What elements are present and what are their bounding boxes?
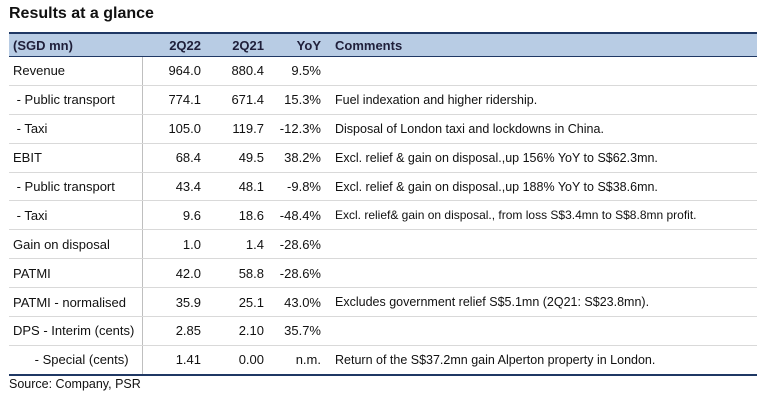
table-row: - Public transport 774.1 671.4 15.3% Fue…: [9, 85, 757, 115]
value-yoy: 9.5%: [268, 56, 325, 86]
row-label: DPS - Interim (cents): [9, 316, 143, 346]
value-2q22: 2.85: [142, 316, 205, 346]
value-yoy: -12.3%: [268, 114, 325, 144]
value-2q21: 48.1: [205, 172, 268, 202]
value-2q22: 1.0: [142, 229, 205, 260]
value-2q22: 9.6: [142, 200, 205, 231]
column-header-yoy: YoY: [268, 32, 325, 57]
comment: Excludes government relief S$5.1mn (2Q21…: [325, 287, 757, 318]
table-row: - Taxi 105.0 119.7 -12.3% Disposal of Lo…: [9, 114, 757, 144]
comment: Excl. relief & gain on disposal.,up 156%…: [325, 143, 757, 173]
table-title: Results at a glance: [9, 5, 154, 22]
table-row: - Special (cents) 1.41 0.00 n.m. Return …: [9, 345, 757, 376]
comment: Return of the S$37.2mn gain Alperton pro…: [325, 345, 757, 376]
comment: Disposal of London taxi and lockdowns in…: [325, 114, 757, 144]
value-2q21: 49.5: [205, 143, 268, 173]
table-row: PATMI 42.0 58.8 -28.6%: [9, 258, 757, 289]
value-2q22: 964.0: [142, 56, 205, 86]
value-2q22: 774.1: [142, 85, 205, 115]
value-yoy: 38.2%: [268, 143, 325, 173]
column-header-2q22: 2Q22: [142, 32, 205, 57]
row-label: EBIT: [9, 143, 143, 173]
row-label: PATMI - normalised: [9, 287, 143, 318]
value-2q22: 43.4: [142, 172, 205, 202]
column-header-comments: Comments: [325, 32, 757, 57]
table-row: - Public transport 43.4 48.1 -9.8% Excl.…: [9, 172, 757, 202]
comment: [325, 229, 757, 260]
table-row: Gain on disposal 1.0 1.4 -28.6%: [9, 229, 757, 260]
value-yoy: -28.6%: [268, 229, 325, 260]
value-2q21: 18.6: [205, 200, 268, 231]
comment: Fuel indexation and higher ridership.: [325, 85, 757, 115]
value-2q21: 671.4: [205, 85, 268, 115]
value-yoy: 35.7%: [268, 316, 325, 346]
row-label: - Public transport: [9, 85, 143, 115]
comment: Excl. relief & gain on disposal.,up 188%…: [325, 172, 757, 202]
value-2q21: 58.8: [205, 258, 268, 289]
value-yoy: n.m.: [268, 345, 325, 376]
value-2q21: 880.4: [205, 56, 268, 86]
value-2q21: 0.00: [205, 345, 268, 376]
value-yoy: 43.0%: [268, 287, 325, 318]
value-yoy: 15.3%: [268, 85, 325, 115]
source-note: Source: Company, PSR: [9, 377, 141, 391]
value-2q21: 2.10: [205, 316, 268, 346]
column-header-2q21: 2Q21: [205, 32, 268, 57]
row-label: - Special (cents): [9, 345, 143, 376]
row-label: Revenue: [9, 56, 143, 86]
comment: Excl. relief& gain on disposal., from lo…: [325, 200, 757, 231]
header-row: (SGD mn) 2Q22 2Q21 YoY Comments: [9, 32, 757, 57]
results-table: (SGD mn) 2Q22 2Q21 YoY Comments Revenue …: [9, 32, 757, 376]
table-row: Revenue 964.0 880.4 9.5%: [9, 56, 757, 86]
value-2q22: 68.4: [142, 143, 205, 173]
row-label: Gain on disposal: [9, 229, 143, 260]
row-label: PATMI: [9, 258, 143, 289]
table-row: PATMI - normalised 35.9 25.1 43.0% Exclu…: [9, 287, 757, 318]
value-2q22: 1.41: [142, 345, 205, 376]
value-2q22: 35.9: [142, 287, 205, 318]
value-2q21: 25.1: [205, 287, 268, 318]
table-row: EBIT 68.4 49.5 38.2% Excl. relief & gain…: [9, 143, 757, 173]
row-label: - Taxi: [9, 114, 143, 144]
value-2q21: 1.4: [205, 229, 268, 260]
value-yoy: -48.4%: [268, 200, 325, 231]
value-yoy: -9.8%: [268, 172, 325, 202]
row-label: - Taxi: [9, 200, 143, 231]
comment: [325, 316, 757, 346]
value-2q22: 105.0: [142, 114, 205, 144]
value-2q21: 119.7: [205, 114, 268, 144]
table-row: - Taxi 9.6 18.6 -48.4% Excl. relief& gai…: [9, 200, 757, 231]
table-row: DPS - Interim (cents) 2.85 2.10 35.7%: [9, 316, 757, 346]
comment: [325, 258, 757, 289]
row-label: - Public transport: [9, 172, 143, 202]
comment: [325, 56, 757, 86]
value-2q22: 42.0: [142, 258, 205, 289]
value-yoy: -28.6%: [268, 258, 325, 289]
column-header-unit: (SGD mn): [9, 32, 142, 57]
